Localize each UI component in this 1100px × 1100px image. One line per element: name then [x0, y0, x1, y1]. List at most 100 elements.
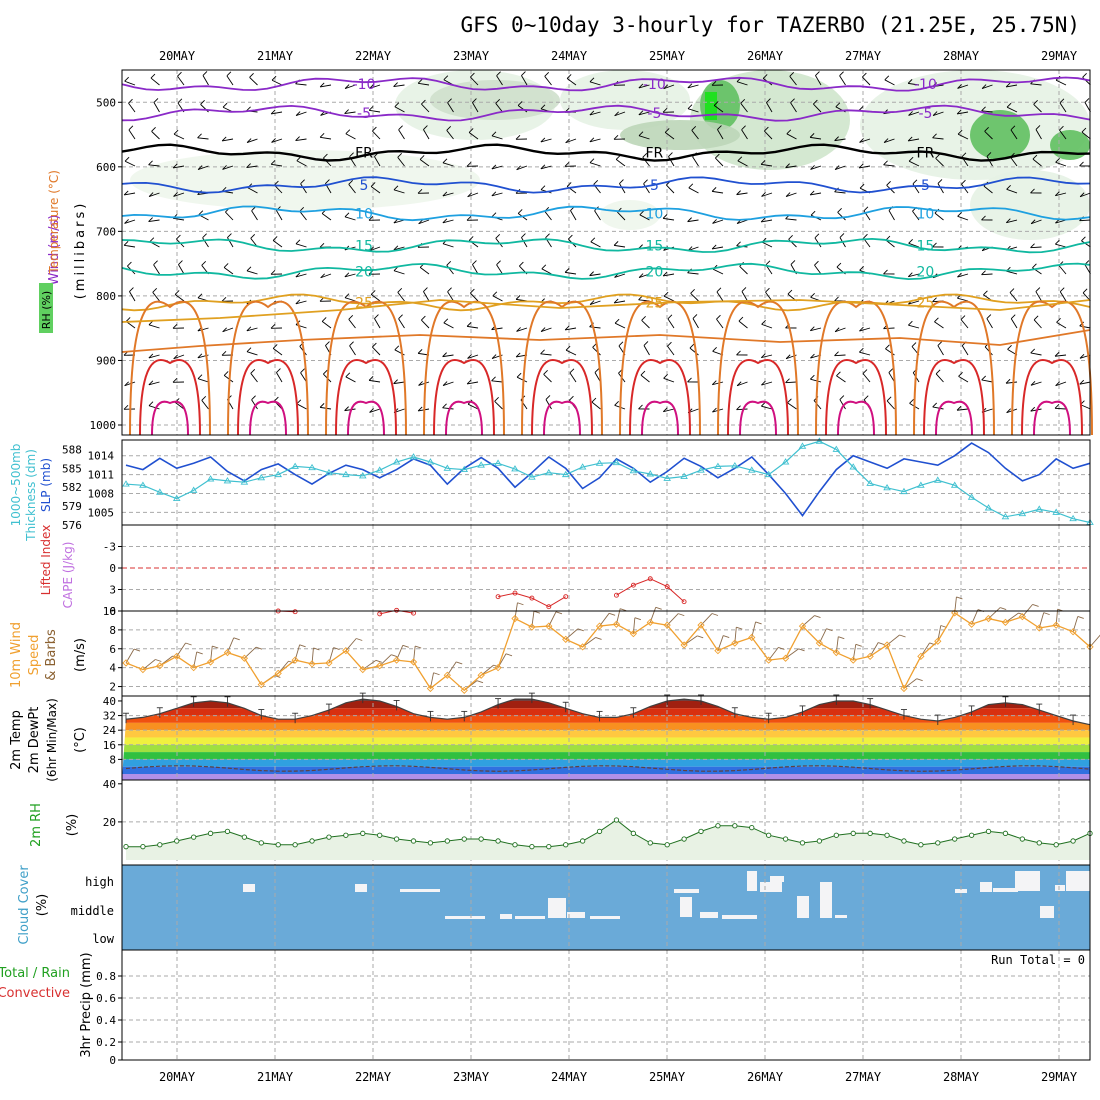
thickness-marker [257, 473, 266, 481]
cloud-level-label: middle [71, 904, 114, 918]
tick-label: 0 [109, 1054, 116, 1067]
chart-title: GFS 0~10day 3-hourly for TAZERBO (21.25E… [460, 13, 1080, 37]
surface-contour [825, 359, 887, 436]
surface-contour [249, 400, 287, 436]
label-degc: (°C) [73, 727, 88, 753]
thickness-marker [545, 468, 553, 476]
cloud-block [680, 897, 692, 917]
cloud-block [515, 916, 545, 919]
rh-point [292, 842, 298, 848]
rh-point [326, 834, 332, 840]
wind-marker [1069, 628, 1077, 636]
thickness-marker [358, 472, 367, 479]
slp-series [125, 442, 1091, 517]
thickness-tick: 579 [62, 500, 82, 513]
wind-marker [173, 652, 181, 660]
thickness-marker [815, 437, 824, 444]
label-slp: SLP (mb) [39, 458, 53, 512]
thickness-marker [781, 458, 790, 465]
thickness-marker [240, 478, 249, 485]
cloud-block [243, 884, 255, 892]
thickness-marker [426, 458, 435, 465]
isotherm-line [121, 293, 1091, 312]
cloud-block [1066, 871, 1090, 891]
temp-band [122, 715, 1090, 723]
lifted-point [614, 592, 619, 598]
thickness-marker [511, 465, 519, 472]
wind-marker [206, 658, 215, 666]
surface-contour [923, 359, 985, 436]
isotherm-label: 25 [645, 295, 663, 311]
isotherm-label: -10 [353, 77, 376, 93]
thickness-marker [933, 476, 942, 483]
surface-contour [641, 400, 679, 436]
thickness-marker [984, 504, 993, 511]
rh-point [123, 844, 129, 850]
isotherm-line [121, 205, 1091, 222]
rh-point [377, 832, 383, 838]
thickness-marker [612, 458, 621, 466]
cloud-level-label: high [85, 875, 114, 889]
thickness-marker [409, 453, 418, 460]
temp-band [122, 774, 1090, 780]
wind-marker [714, 647, 722, 655]
wind-marker [781, 654, 790, 662]
thickness-marker [139, 481, 147, 488]
rh-point [343, 832, 349, 838]
thickness-marker [206, 475, 215, 482]
rh-point [529, 844, 535, 850]
surface-contour [935, 400, 973, 436]
rh-point [715, 823, 721, 829]
tick-label: 16 [103, 739, 116, 752]
isotherm-label: 10 [645, 206, 663, 222]
surface-contour [543, 400, 581, 436]
date-label-bottom: 26MAY [747, 1070, 784, 1084]
temp-band [122, 708, 1090, 716]
thickness-marker [443, 464, 452, 471]
rh-point [799, 840, 806, 846]
isotherm-line [121, 262, 1091, 281]
surface-contour [629, 359, 691, 436]
wind-marker [697, 621, 705, 629]
rh-point [952, 836, 958, 842]
rh-point [140, 844, 146, 850]
rh-point [157, 842, 163, 848]
tick-label: 1000 [90, 419, 117, 432]
date-axis-bottom: 20MAY 21MAY 22MAY 23MAY 24MAY 25MAY 26MAY 27MAY… [159, 1070, 1078, 1084]
lifted-segment [379, 609, 414, 615]
label-wind10: 10m Wind [9, 622, 24, 688]
wind-marker [866, 652, 874, 660]
label-cloud-pct: (%) [35, 894, 50, 917]
rh-point [360, 830, 366, 836]
isotherm-label: 15 [645, 239, 663, 255]
cloud-block [567, 912, 585, 918]
precip-panel: 0 0.2 0.4 0.6 0.8 Run Total = 0 [96, 949, 1091, 1067]
isotherm-label: -5 [918, 106, 932, 122]
wind-marker [139, 665, 147, 674]
rh-point [1002, 830, 1009, 836]
rh-point [664, 842, 670, 848]
temp-color-bands [122, 699, 1090, 780]
tick-label: 0.6 [96, 992, 116, 1005]
run-total-label: Run Total = 0 [991, 953, 1085, 967]
thickness-marker [764, 470, 773, 478]
thickness-marker [629, 466, 638, 474]
thickness-tick: 588 [62, 443, 82, 456]
slp-tick: 1014 [88, 450, 115, 463]
rh-point [241, 834, 248, 840]
isotherm-label: -5 [647, 106, 661, 122]
rh-point [698, 828, 704, 835]
temp-band [122, 699, 1090, 701]
wind-marker [967, 620, 976, 628]
label-ms: (m/s) [73, 638, 88, 672]
tick-label: 6 [109, 605, 116, 618]
wind-marker [815, 639, 824, 647]
rh-point [647, 840, 653, 846]
wind-marker [798, 622, 807, 630]
thickness-marker [950, 481, 959, 488]
surface-contour [727, 359, 789, 436]
wind-marker [223, 648, 232, 657]
label-rh-pct: (%) [65, 814, 80, 837]
wind-marker [1052, 621, 1060, 629]
wind-marker [1035, 624, 1043, 632]
